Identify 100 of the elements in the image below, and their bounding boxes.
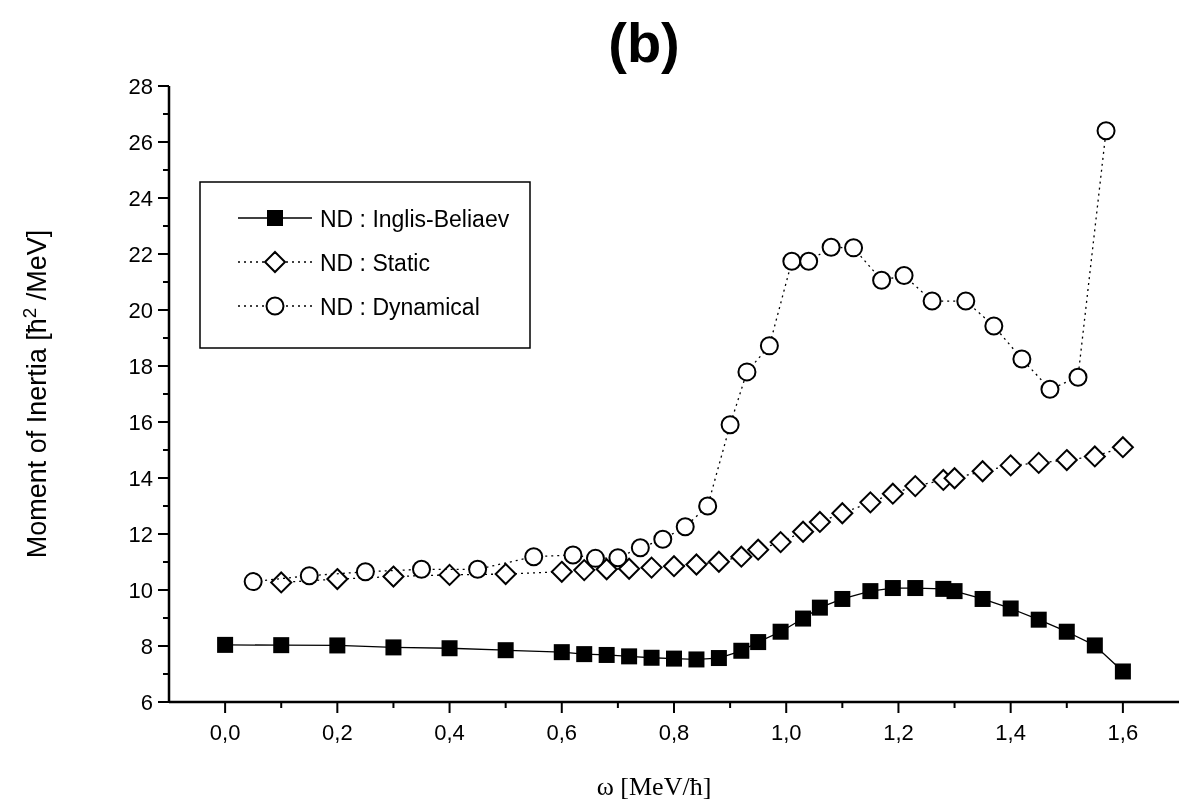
point [859,491,882,514]
point [1086,637,1103,654]
point [881,482,904,505]
point [412,559,431,579]
point [1027,451,1050,474]
point [1083,445,1106,468]
point [698,496,718,516]
point [844,238,864,258]
x-tick-label: 1,0 [770,720,802,745]
point [675,517,695,537]
point [598,646,615,663]
legend-label: ND : Inglis-Beliaev [320,206,510,232]
y-tick-label: 8 [140,634,153,659]
point [585,548,605,568]
y-tick-label: 22 [128,242,153,267]
point [663,555,685,578]
point [750,634,767,651]
point [747,538,770,561]
point [831,502,854,525]
point [563,545,583,565]
point [772,623,789,640]
point [217,636,234,653]
x-tick-label: 1,2 [883,720,914,745]
point [811,599,828,616]
x-tick-label: 0,2 [322,720,353,745]
point [733,642,750,659]
point [524,547,544,567]
point [971,460,994,483]
point [707,550,730,573]
point [243,572,263,592]
x-tick-label: 0,8 [658,720,690,745]
point [1012,349,1032,369]
point [1030,611,1047,628]
x-tick-label: 1,6 [1107,720,1139,745]
y-tick-label: 28 [128,74,153,99]
point [608,548,628,568]
point [270,571,293,594]
point [666,650,682,667]
point [273,637,290,654]
y-tick-label: 26 [128,130,153,155]
point [799,251,819,271]
point [441,640,458,657]
y-tick-label: 14 [128,466,153,491]
point [884,580,901,597]
point [595,558,618,581]
point [1002,600,1019,617]
point [382,565,405,588]
point [653,529,673,549]
point [984,316,1004,336]
y-tick-label: 18 [128,354,153,379]
point [329,637,346,654]
point [730,545,753,568]
x-tick-label: 0,6 [546,720,578,745]
point [576,646,593,663]
point [974,590,991,607]
point [904,475,927,498]
y-tick-label: 20 [128,298,153,323]
chart-title: (b) [608,11,680,74]
point [438,563,461,586]
x-axis-title: ω [MeV/ħ] [596,772,712,801]
point [922,291,942,311]
point [618,557,641,580]
y-tick-label: 6 [140,690,153,715]
x-tick-label: 1,4 [995,720,1026,745]
point [808,510,831,533]
point [943,467,966,490]
point [834,590,851,607]
point [894,266,914,286]
point [956,291,976,311]
point [494,563,517,586]
point [1096,121,1116,141]
point [326,568,349,591]
legend-label: ND : Dynamical [320,294,480,320]
point [1055,449,1078,472]
point [872,270,892,290]
x-tick-label: 0,0 [209,720,241,745]
point [468,559,488,579]
point [710,650,727,667]
point [299,566,319,586]
x-tick-label: 0,4 [434,720,465,745]
point [640,556,663,579]
point [795,610,812,627]
point [862,583,879,600]
point [1068,367,1088,387]
y-tick-label: 16 [128,410,153,435]
point [355,562,375,582]
point [688,651,705,668]
point [1040,379,1060,399]
point [907,580,924,597]
point [497,642,514,659]
point [782,251,802,271]
point [1114,663,1131,680]
point [553,644,570,661]
point [720,415,740,435]
point [643,649,660,666]
y-tick-label: 24 [128,186,153,211]
point [769,531,792,554]
point [550,560,573,583]
point [821,237,841,257]
point [385,639,402,656]
